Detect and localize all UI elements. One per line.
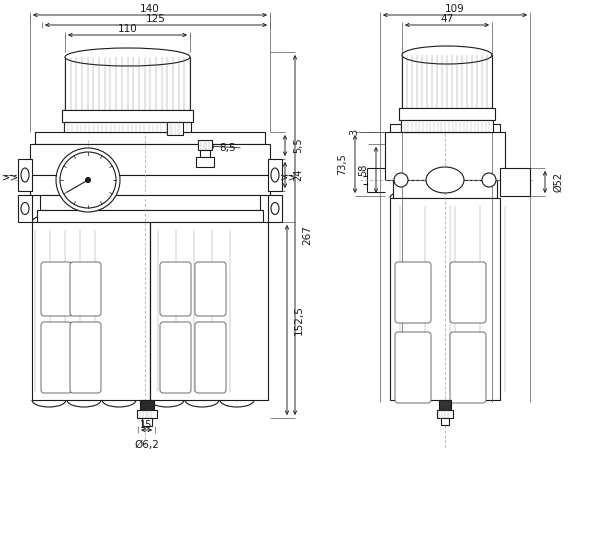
- Bar: [18, 159, 32, 191]
- Text: 267: 267: [302, 225, 312, 245]
- Bar: [142, 418, 152, 426]
- Bar: [198, 140, 212, 150]
- Text: 47: 47: [440, 14, 454, 24]
- Circle shape: [60, 152, 116, 208]
- Bar: [140, 400, 154, 410]
- Bar: [150, 222, 268, 400]
- Bar: [35, 132, 265, 144]
- FancyBboxPatch shape: [70, 322, 101, 393]
- Bar: [390, 198, 500, 400]
- Text: 5,5: 5,5: [293, 138, 303, 153]
- Ellipse shape: [21, 168, 29, 182]
- Bar: [167, 122, 183, 135]
- Ellipse shape: [21, 203, 29, 214]
- Text: >>: >>: [280, 172, 296, 182]
- Bar: [32, 222, 150, 400]
- Ellipse shape: [271, 168, 279, 182]
- Text: 3: 3: [349, 129, 359, 135]
- Text: 152,5: 152,5: [294, 305, 304, 335]
- Text: 24: 24: [293, 169, 303, 181]
- Text: 8,5: 8,5: [220, 143, 236, 153]
- Circle shape: [482, 173, 496, 187]
- Circle shape: [86, 178, 91, 182]
- Bar: [62, 110, 193, 122]
- Bar: [439, 400, 451, 410]
- Bar: [268, 159, 282, 191]
- Bar: [40, 195, 260, 210]
- Text: Ø6,2: Ø6,2: [134, 440, 160, 450]
- Text: Ø52: Ø52: [553, 172, 563, 192]
- FancyBboxPatch shape: [41, 262, 72, 316]
- Bar: [402, 55, 492, 108]
- Bar: [385, 132, 505, 180]
- Ellipse shape: [65, 48, 190, 66]
- Bar: [30, 144, 270, 175]
- Bar: [137, 410, 157, 418]
- Text: 58: 58: [358, 164, 368, 176]
- Ellipse shape: [402, 46, 492, 64]
- Circle shape: [394, 173, 408, 187]
- Bar: [37, 210, 263, 222]
- FancyBboxPatch shape: [195, 322, 226, 393]
- Text: 125: 125: [146, 14, 166, 24]
- FancyBboxPatch shape: [195, 262, 226, 316]
- FancyBboxPatch shape: [160, 322, 191, 393]
- Bar: [399, 108, 495, 120]
- FancyBboxPatch shape: [41, 322, 72, 393]
- Bar: [64, 122, 191, 132]
- Bar: [441, 418, 449, 425]
- Ellipse shape: [271, 203, 279, 214]
- Bar: [390, 124, 500, 134]
- Bar: [18, 195, 32, 222]
- FancyBboxPatch shape: [395, 332, 431, 403]
- Text: 110: 110: [118, 24, 137, 34]
- Text: 109: 109: [445, 4, 465, 14]
- Text: 15: 15: [140, 420, 152, 430]
- Text: >>: >>: [2, 172, 18, 182]
- Bar: [30, 175, 270, 195]
- FancyBboxPatch shape: [160, 262, 191, 316]
- Bar: [437, 410, 453, 418]
- FancyBboxPatch shape: [450, 332, 486, 403]
- Ellipse shape: [426, 167, 464, 193]
- FancyBboxPatch shape: [70, 262, 101, 316]
- Bar: [401, 120, 493, 132]
- Circle shape: [56, 148, 120, 212]
- Bar: [196, 157, 214, 167]
- FancyBboxPatch shape: [395, 262, 431, 323]
- Text: 73,5: 73,5: [337, 153, 347, 175]
- Bar: [65, 57, 190, 110]
- Bar: [500, 168, 530, 196]
- Bar: [200, 150, 210, 162]
- Bar: [393, 180, 497, 198]
- Text: 140: 140: [140, 4, 160, 14]
- Bar: [268, 195, 282, 222]
- FancyBboxPatch shape: [450, 262, 486, 323]
